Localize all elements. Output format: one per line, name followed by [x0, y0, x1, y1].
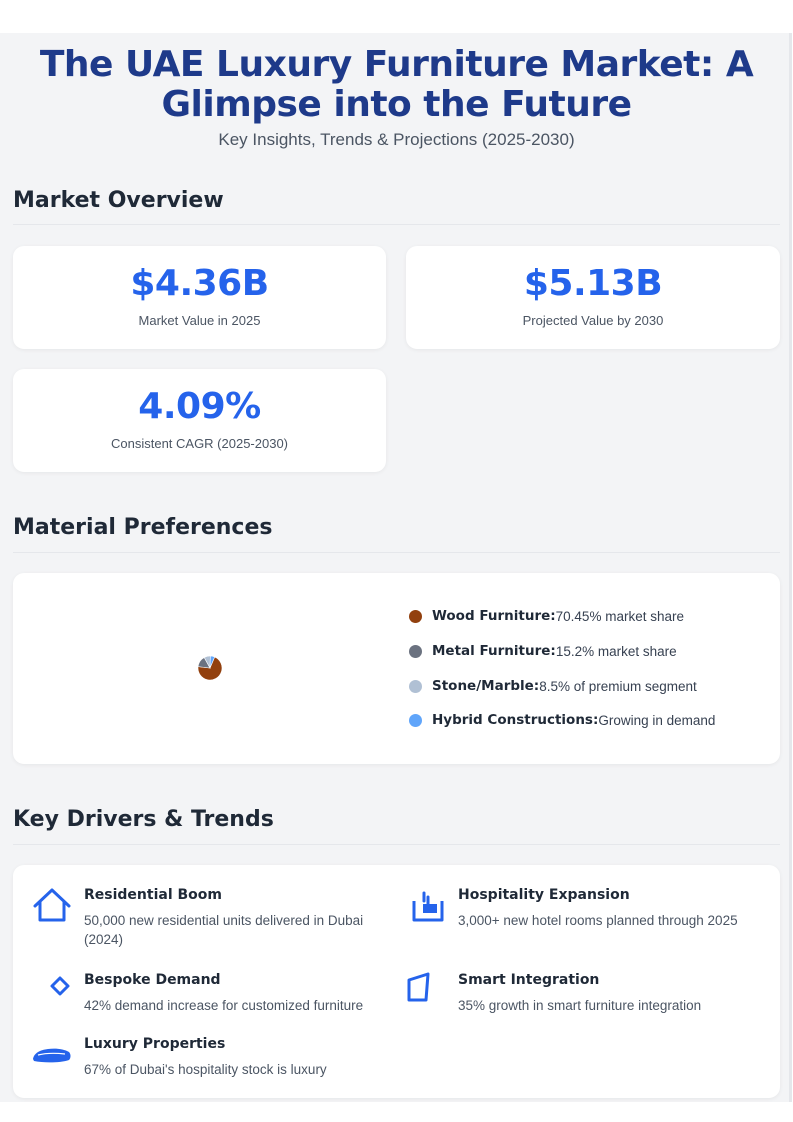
page-subtitle: Key Insights, Trends & Projections (2025…	[218, 130, 575, 149]
infographic-page: The UAE Luxury Furniture Market: A Glimp…	[0, 33, 792, 1102]
material-preferences-card	[13, 573, 780, 764]
stat-label: Projected Value by 2030	[522, 313, 664, 328]
section-heading-material-preferences: Material Preferences	[13, 515, 273, 540]
legend-item-wood: Wood Furniture: 70.45% market share	[409, 606, 684, 626]
driver-title: Residential Boom	[84, 887, 222, 903]
stat-value: $4.36B	[130, 263, 269, 304]
hotel-icon	[412, 891, 444, 922]
stat-label: Market Value in 2025	[138, 313, 261, 328]
legend-desc: Growing in demand	[598, 712, 716, 728]
driver-desc: 3,000+ new hotel rooms planned through 2…	[458, 913, 738, 928]
driver-title: Bespoke Demand	[84, 972, 221, 988]
section-heading-market-overview: Market Overview	[13, 188, 224, 213]
legend-name: Stone/Marble:	[432, 678, 540, 694]
legend-name: Hybrid Constructions:	[432, 712, 599, 728]
section-divider	[13, 552, 780, 553]
driver-title: Luxury Properties	[84, 1036, 226, 1052]
legend-item-hybrid: Hybrid Constructions: Growing in demand	[409, 710, 715, 730]
driver-desc: 42% demand increase for customized furni…	[84, 998, 364, 1013]
legend-name: Wood Furniture:	[432, 608, 556, 624]
smart-device-icon	[407, 972, 430, 1002]
legend-swatch	[409, 713, 422, 727]
stat-card-market-value: $4.36B Market Value in 2025	[13, 246, 386, 349]
legend-desc: 8.5% of premium segment	[539, 678, 697, 694]
section-divider	[13, 224, 780, 225]
page-title: The UAE Luxury Furniture Market: A Glimp…	[39, 44, 754, 125]
stat-card-cagr: 4.09% Consistent CAGR (2025-2030)	[13, 369, 386, 472]
legend-swatch	[409, 644, 422, 658]
legend-name: Metal Furniture:	[432, 643, 556, 659]
legend-desc: 15.2% market share	[555, 643, 677, 659]
stat-value: $5.13B	[523, 263, 663, 304]
key-drivers-card	[13, 865, 780, 1098]
material-pie-chart	[197, 655, 223, 681]
driver-desc: 50,000 new residential units delivered i…	[84, 913, 364, 947]
section-divider	[13, 844, 780, 845]
driver-title: Hospitality Expansion	[458, 887, 630, 903]
legend-desc: 70.45% market share	[555, 608, 684, 624]
diamond-icon	[50, 976, 70, 996]
stat-label: Consistent CAGR (2025-2030)	[110, 436, 289, 451]
legend-item-stone: Stone/Marble: 8.5% of premium segment	[409, 676, 697, 696]
legend-swatch	[409, 609, 422, 623]
pie-slice-hybrid-constructions	[209, 655, 216, 669]
legend-swatch	[409, 679, 422, 693]
luxury-car-icon	[33, 1048, 71, 1063]
stat-value: 4.09%	[138, 386, 261, 427]
legend-item-metal: Metal Furniture: 15.2% market share	[409, 641, 677, 661]
driver-desc: 35% growth in smart furniture integratio…	[458, 998, 702, 1013]
stat-card-projected-value: $5.13B Projected Value by 2030	[406, 246, 780, 349]
house-icon	[33, 888, 71, 922]
driver-desc: 67% of Dubai's hospitality stock is luxu…	[84, 1062, 327, 1077]
driver-title: Smart Integration	[458, 972, 600, 988]
section-heading-key-drivers: Key Drivers & Trends	[13, 807, 274, 832]
